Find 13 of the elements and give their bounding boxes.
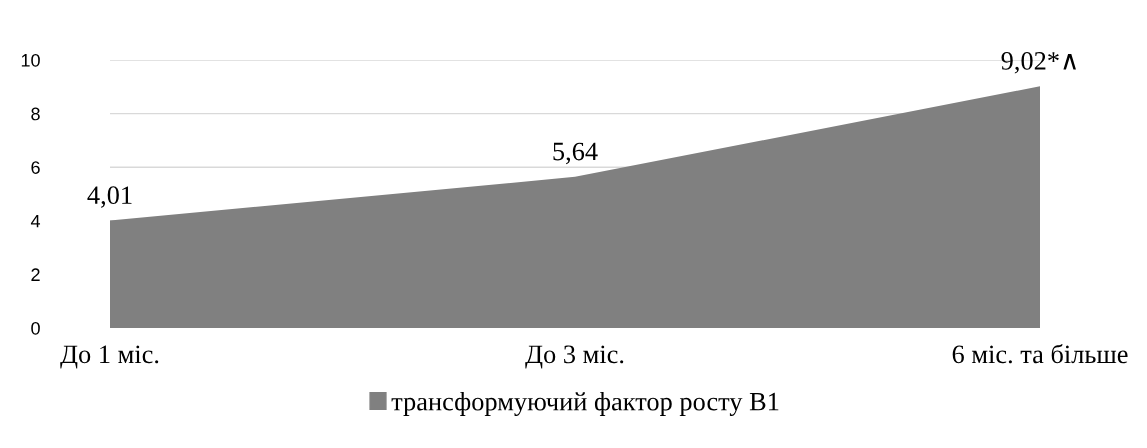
data-label: 4,01 bbox=[87, 186, 132, 208]
data-label: 9,02*∧ bbox=[1001, 51, 1076, 74]
legend-label: трансформуючий фактор росту В1 bbox=[391, 391, 779, 416]
x-tick-label: До 1 міс. bbox=[60, 345, 159, 369]
y-tick-label: 10 bbox=[21, 53, 40, 67]
x-tick-label: До 3 міс. bbox=[525, 345, 624, 369]
y-tick-label: 4 bbox=[30, 214, 41, 228]
y-tick-label: 0 bbox=[31, 321, 40, 335]
y-tick-label: 8 bbox=[31, 107, 40, 121]
data-label: 5,64 bbox=[553, 142, 598, 165]
y-tick-label: 2 bbox=[31, 268, 40, 281]
x-tick-label: 6 міс. та більше bbox=[952, 344, 1128, 364]
y-tick-label: 6 bbox=[31, 161, 40, 174]
